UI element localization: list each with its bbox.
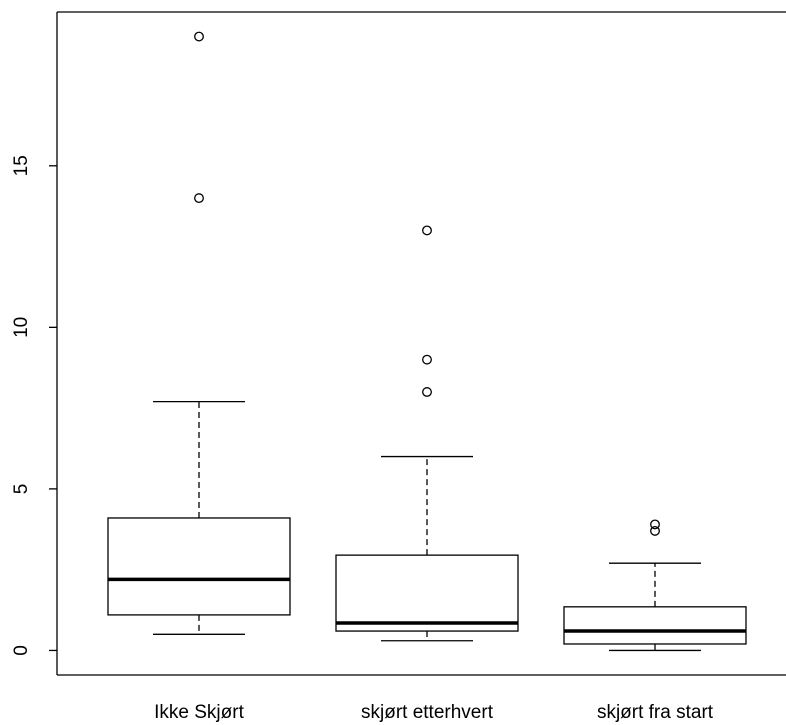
outlier: [422, 354, 432, 365]
outlier: [422, 387, 432, 397]
x-tick-label: skjørt fra start: [597, 702, 714, 723]
plot-frame: [56, 11, 786, 676]
outlier: [194, 193, 204, 204]
outlier: [422, 225, 432, 236]
box: [563, 606, 747, 645]
y-tick-label: 15: [11, 155, 32, 176]
box: [107, 517, 291, 616]
outlier: [650, 519, 660, 530]
y-tick-label: 0: [11, 645, 32, 656]
outlier: [650, 525, 660, 536]
x-tick-label: skjørt etterhvert: [361, 702, 494, 723]
x-tick-label: Ikke Skjørt: [154, 702, 244, 723]
y-tick-label: 5: [11, 484, 32, 495]
y-tick-label: 10: [11, 317, 32, 338]
box: [335, 554, 519, 632]
outlier: [194, 31, 204, 42]
